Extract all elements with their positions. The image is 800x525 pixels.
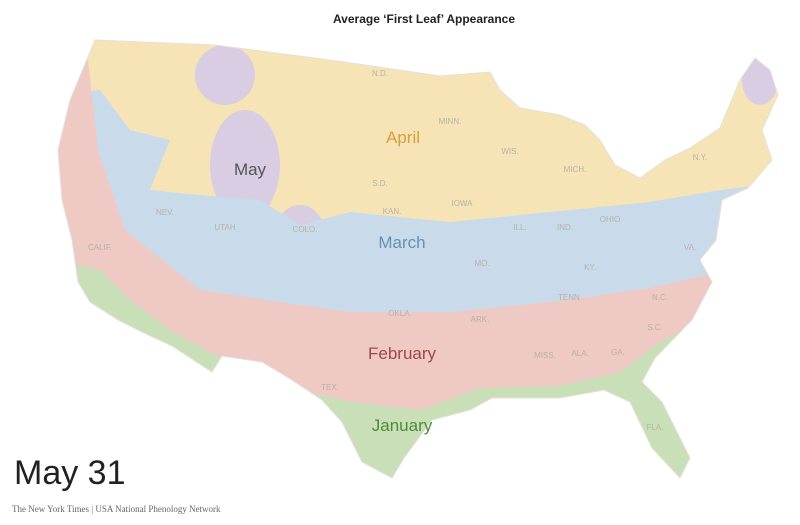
state-label: MINN. (439, 117, 462, 126)
title: Average ‘First Leaf’ Appearance (333, 12, 515, 26)
state-label: OHIO (600, 215, 620, 224)
state-label: OKLA. (388, 309, 412, 318)
zone-may (210, 110, 280, 220)
state-label: WIS. (501, 147, 518, 156)
us-outline (57, 39, 779, 479)
state-label: N.Y. (693, 153, 708, 162)
zone-label: February (368, 344, 437, 363)
state-label: S.D. (372, 179, 388, 188)
state-label: UTAH (214, 223, 235, 232)
state-label: VA. (684, 243, 696, 252)
zone-label: April (386, 128, 420, 147)
zone-label: March (378, 233, 425, 252)
state-label: MISS. (534, 351, 556, 360)
source: The New York Times | USA National Phenol… (12, 504, 221, 514)
state-label: ILL. (513, 223, 526, 232)
state-label: MICH. (564, 165, 587, 174)
state-label: TEX. (321, 383, 339, 392)
state-label: KY. (584, 263, 596, 272)
state-label: GA. (611, 348, 625, 357)
state-label: ALA. (571, 349, 588, 358)
state-label: COLO. (293, 225, 318, 234)
state-label: FLA. (647, 423, 664, 432)
state-label: S.C. (647, 323, 663, 332)
state-label: ARK. (471, 315, 490, 324)
date-label: May 31 (14, 454, 126, 492)
state-label: N.C. (652, 293, 668, 302)
zone-label: January (372, 416, 433, 435)
state-label: TENN. (558, 293, 582, 302)
state-label: N.D. (372, 69, 388, 78)
state-label: KAN. (383, 207, 402, 216)
zone-may (195, 45, 255, 105)
zone-label: May (234, 160, 267, 179)
state-labels: N.D. S.D. MINN. WIS. IOWA MICH. N.Y. OHIO IND. IL… (88, 69, 707, 432)
state-label: NEV. (156, 208, 174, 217)
state-label: MO. (474, 259, 489, 268)
state-label: IND. (557, 223, 573, 232)
state-label: CALIF. (88, 243, 112, 252)
state-label: IOWA (451, 199, 473, 208)
